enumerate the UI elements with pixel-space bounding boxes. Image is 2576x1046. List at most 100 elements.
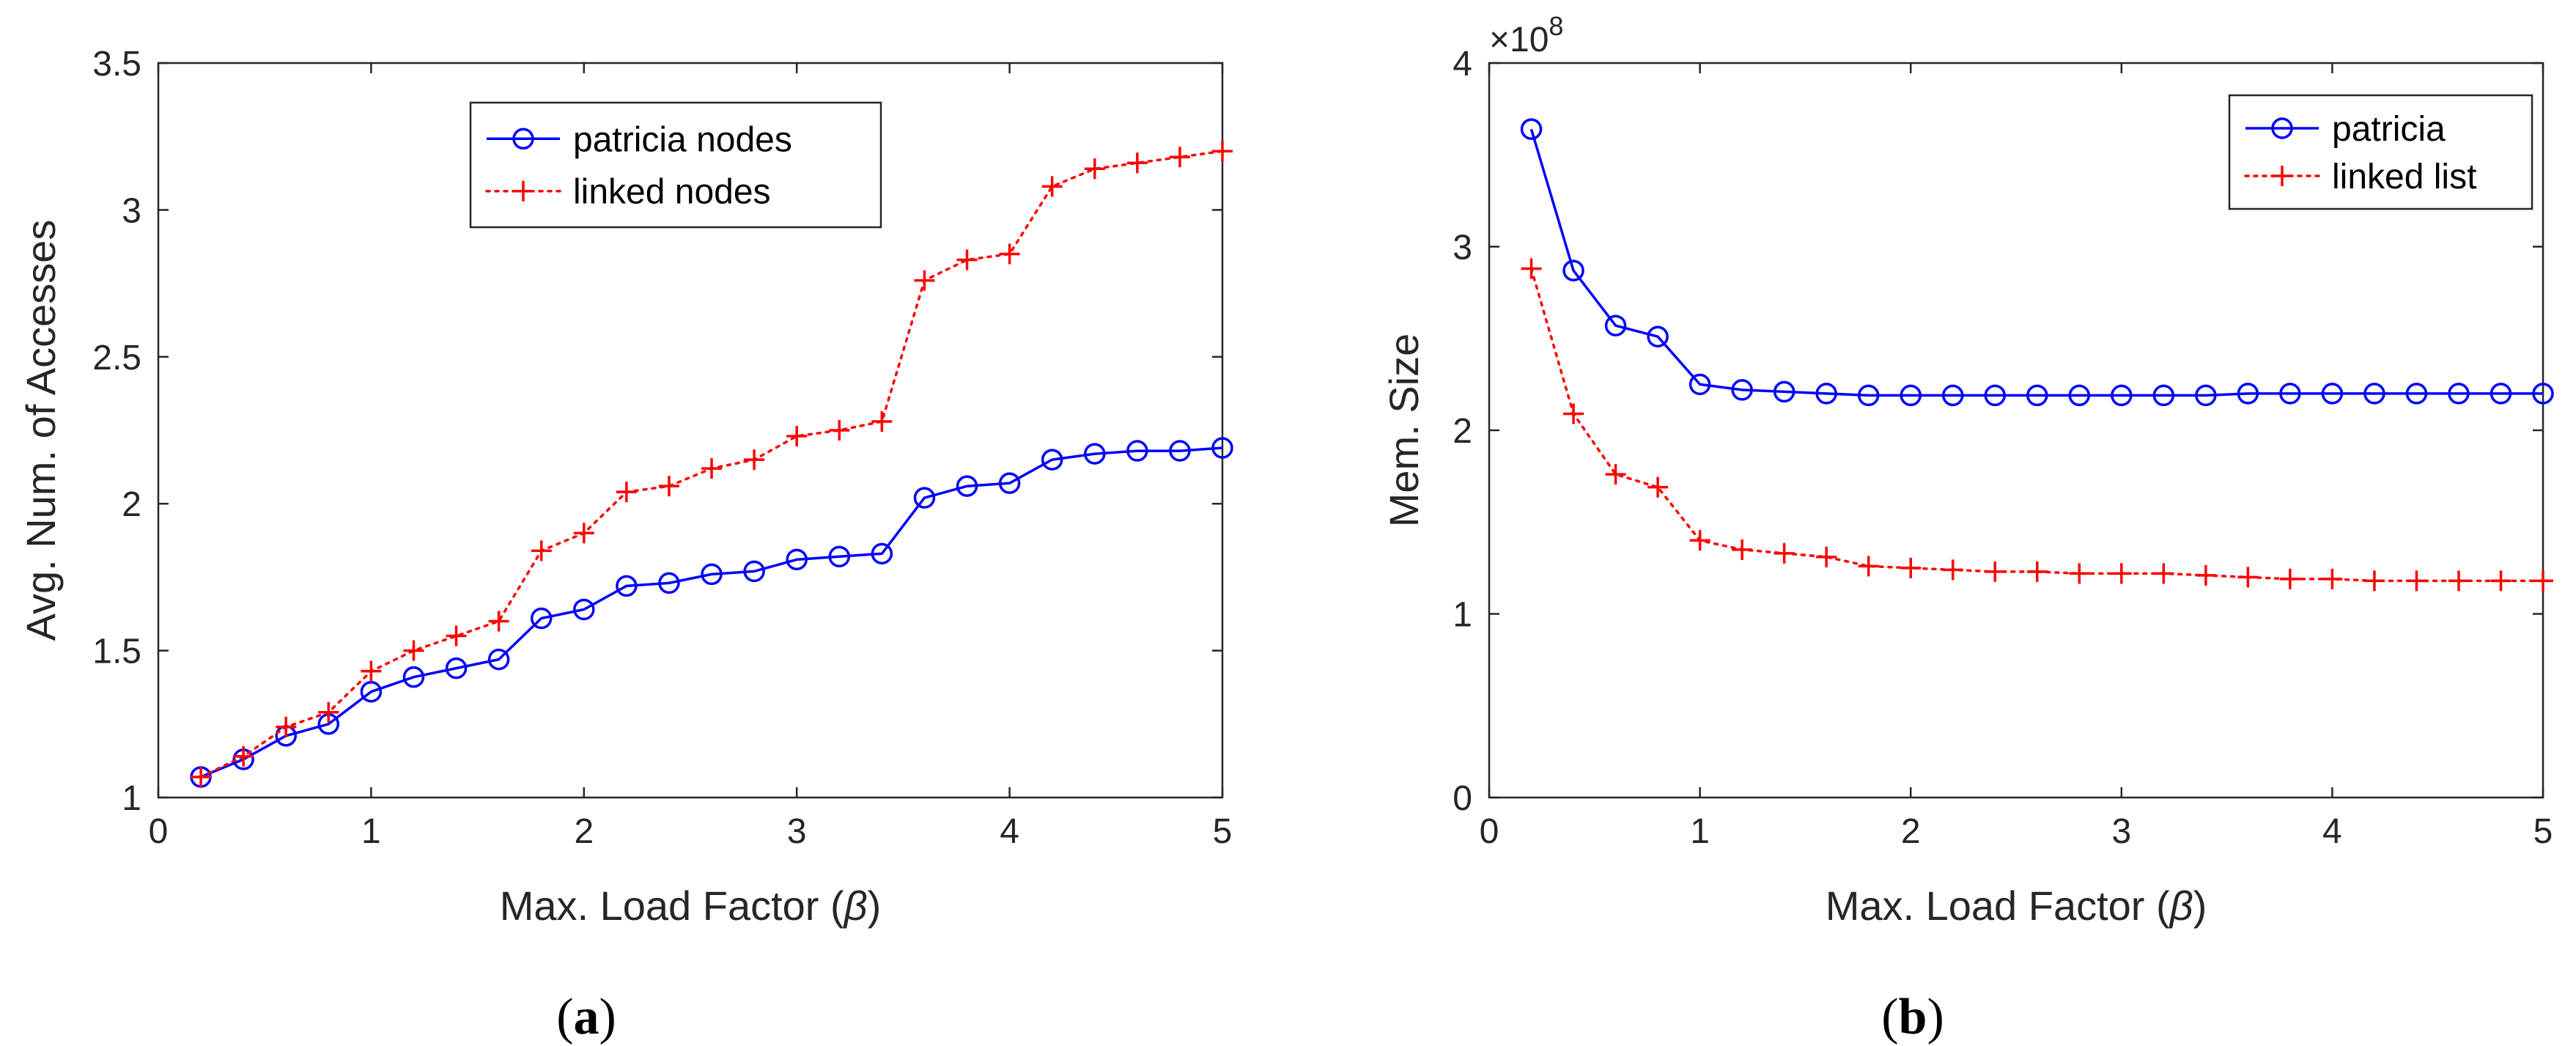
data-point-b-1 [1732, 539, 1753, 560]
data-point-a-0 [402, 666, 425, 688]
data-point-a-1 [744, 449, 765, 471]
legend-b: patricia linked list [2228, 94, 2533, 210]
x-axis-label-a: Max. Load Factor (β) [500, 883, 882, 929]
series-line-b-0 [1529, 128, 2543, 397]
data-point-b-0 [1689, 373, 1711, 396]
data-point-a-0 [743, 560, 765, 583]
data-point-b-0 [2279, 383, 2301, 405]
data-point-a-0 [445, 657, 468, 679]
chart-panel-b: 0 1 2 3 4 5 0 1 2 3 4 ×108 Mem. Size Max. Load Factor… [1381, 11, 2554, 1045]
legend-label-a-0: patricia nodes [573, 120, 792, 159]
data-point-b-1 [2363, 570, 2385, 592]
data-point-b-1 [2490, 570, 2512, 592]
data-point-a-0 [487, 648, 510, 671]
data-point-b-1 [1900, 557, 1922, 578]
data-point-a-1 [361, 660, 382, 682]
panel-caption-b: (b) [1881, 989, 1944, 1045]
legend-marker-a-0 [512, 128, 534, 150]
data-point-b-1 [2195, 564, 2216, 586]
legend-label-b-1: linked list [2332, 158, 2476, 196]
data-point-a-0 [871, 542, 893, 565]
data-point-b-0 [1520, 118, 1543, 140]
data-point-a-1 [1212, 141, 1233, 162]
data-point-b-0 [1857, 384, 1880, 407]
x-tick-label-a: 4 [1000, 812, 1019, 851]
data-point-b-1 [2026, 561, 2048, 582]
data-point-a-0 [1211, 437, 1233, 459]
data-point-b-0 [2448, 383, 2470, 405]
data-point-a-0 [1084, 443, 1106, 465]
data-point-a-1 [403, 640, 424, 661]
data-point-b-0 [2152, 384, 2175, 407]
data-point-b-0 [1941, 384, 1964, 407]
y-axis-label-b: Mem. Size [1381, 334, 1427, 528]
data-point-b-0 [2321, 383, 2344, 405]
y-tick-label-b: 0 [1453, 779, 1472, 818]
data-point-b-1 [1689, 530, 1710, 551]
series-line-a-0 [200, 446, 1223, 778]
series-b-1 [1521, 258, 2553, 592]
data-point-b-1 [1942, 559, 1963, 581]
data-point-b-1 [1858, 556, 1879, 577]
data-point-a-1 [1041, 176, 1063, 197]
x-tick-label-b: 5 [2533, 812, 2553, 851]
data-point-b-0 [2363, 383, 2385, 405]
data-point-b-0 [2195, 384, 2217, 407]
data-point-b-0 [1900, 384, 1922, 407]
y-tick-label-a: 3 [122, 191, 141, 230]
x-tick-label-a: 5 [1213, 812, 1233, 851]
y-tick-label-a: 1.5 [92, 633, 141, 671]
data-point-b-1 [1774, 542, 1795, 564]
data-point-b-1 [1521, 258, 1542, 279]
data-point-a-1 [191, 766, 212, 787]
data-point-a-0 [786, 548, 808, 571]
x-tick-label-b: 3 [2111, 812, 2131, 851]
data-point-b-0 [2026, 384, 2048, 407]
legend-box-a [469, 101, 882, 229]
data-point-b-0 [1731, 379, 1753, 401]
data-point-a-0 [1041, 449, 1063, 471]
data-point-a-1 [233, 745, 254, 767]
data-point-a-1 [1169, 147, 1190, 168]
data-point-a-1 [531, 540, 552, 561]
y-tick-label-b: 1 [1453, 596, 1472, 635]
data-point-a-1 [829, 420, 850, 441]
legend-marker-b-0 [2271, 117, 2293, 139]
data-point-a-1 [871, 410, 893, 432]
data-point-b-1 [2153, 563, 2174, 584]
legend-box-b [2228, 94, 2533, 210]
data-point-b-1 [2406, 570, 2427, 592]
data-point-b-0 [1984, 384, 2006, 407]
series-a-0 [190, 437, 1233, 788]
data-point-a-1 [446, 625, 467, 647]
x-tick-label-b: 1 [1690, 812, 1710, 851]
data-point-b-1 [1985, 561, 2006, 582]
data-point-b-1 [2322, 568, 2343, 589]
data-point-b-0 [1773, 380, 1796, 403]
data-point-a-0 [360, 680, 383, 703]
data-point-a-1 [1084, 158, 1105, 180]
data-point-a-0 [658, 572, 680, 594]
x-tick-label-a: 1 [361, 812, 381, 851]
series-b-0 [1520, 118, 2554, 407]
data-point-b-0 [2490, 383, 2512, 405]
data-point-b-1 [1816, 546, 1837, 567]
legend-label-b-0: patricia [2332, 110, 2446, 149]
legend-label-a-1: linked nodes [573, 173, 771, 212]
series-a-1 [191, 141, 1233, 787]
data-point-a-0 [573, 598, 595, 621]
data-point-a-0 [701, 563, 723, 586]
y-tick-label-a: 2 [122, 485, 141, 524]
data-point-a-0 [530, 607, 553, 630]
data-point-a-0 [913, 487, 936, 509]
legend-marker-b-1 [2272, 166, 2292, 187]
data-point-a-0 [1126, 440, 1148, 462]
y-tick-label-b: 3 [1453, 229, 1472, 268]
data-point-a-1 [276, 716, 297, 737]
data-point-b-0 [1604, 314, 1627, 336]
data-point-b-1 [1563, 403, 1584, 424]
y-tick-label-b: 4 [1453, 45, 1472, 84]
data-point-a-1 [701, 458, 723, 479]
